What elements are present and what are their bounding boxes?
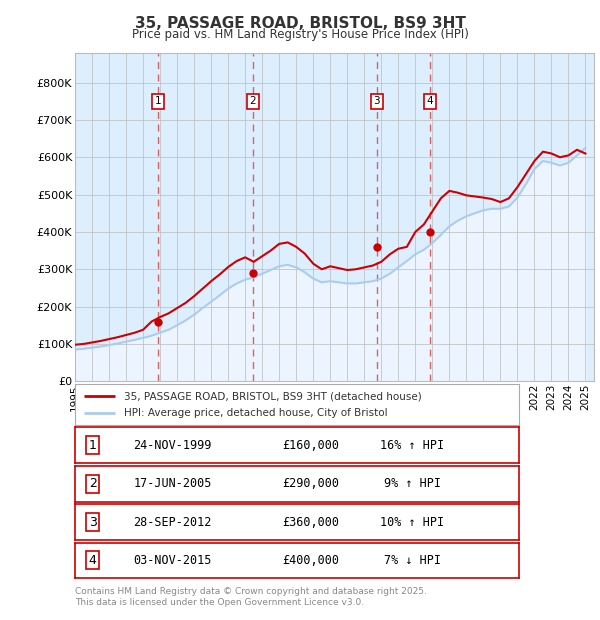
- Text: £360,000: £360,000: [282, 516, 339, 528]
- Text: £400,000: £400,000: [282, 554, 339, 567]
- Text: 1: 1: [89, 439, 97, 451]
- Text: 7% ↓ HPI: 7% ↓ HPI: [384, 554, 441, 567]
- Text: 35, PASSAGE ROAD, BRISTOL, BS9 3HT: 35, PASSAGE ROAD, BRISTOL, BS9 3HT: [134, 16, 466, 30]
- Text: 35, PASSAGE ROAD, BRISTOL, BS9 3HT (detached house): 35, PASSAGE ROAD, BRISTOL, BS9 3HT (deta…: [124, 391, 422, 402]
- Text: 03-NOV-2015: 03-NOV-2015: [133, 554, 212, 567]
- Text: 16% ↑ HPI: 16% ↑ HPI: [380, 439, 445, 451]
- Text: 24-NOV-1999: 24-NOV-1999: [133, 439, 212, 451]
- Text: £290,000: £290,000: [282, 477, 339, 490]
- Text: 10% ↑ HPI: 10% ↑ HPI: [380, 516, 445, 528]
- Text: Contains HM Land Registry data © Crown copyright and database right 2025.
This d: Contains HM Land Registry data © Crown c…: [75, 587, 427, 606]
- Text: 1: 1: [155, 96, 161, 106]
- Text: £160,000: £160,000: [282, 439, 339, 451]
- Text: 17-JUN-2005: 17-JUN-2005: [133, 477, 212, 490]
- Text: 2: 2: [89, 477, 97, 490]
- Text: Price paid vs. HM Land Registry's House Price Index (HPI): Price paid vs. HM Land Registry's House …: [131, 28, 469, 41]
- Text: 3: 3: [89, 516, 97, 528]
- Text: 3: 3: [374, 96, 380, 106]
- Text: 28-SEP-2012: 28-SEP-2012: [133, 516, 212, 528]
- Text: HPI: Average price, detached house, City of Bristol: HPI: Average price, detached house, City…: [124, 409, 388, 419]
- Text: 4: 4: [89, 554, 97, 567]
- Text: 2: 2: [250, 96, 256, 106]
- Text: 9% ↑ HPI: 9% ↑ HPI: [384, 477, 441, 490]
- Text: 4: 4: [427, 96, 433, 106]
